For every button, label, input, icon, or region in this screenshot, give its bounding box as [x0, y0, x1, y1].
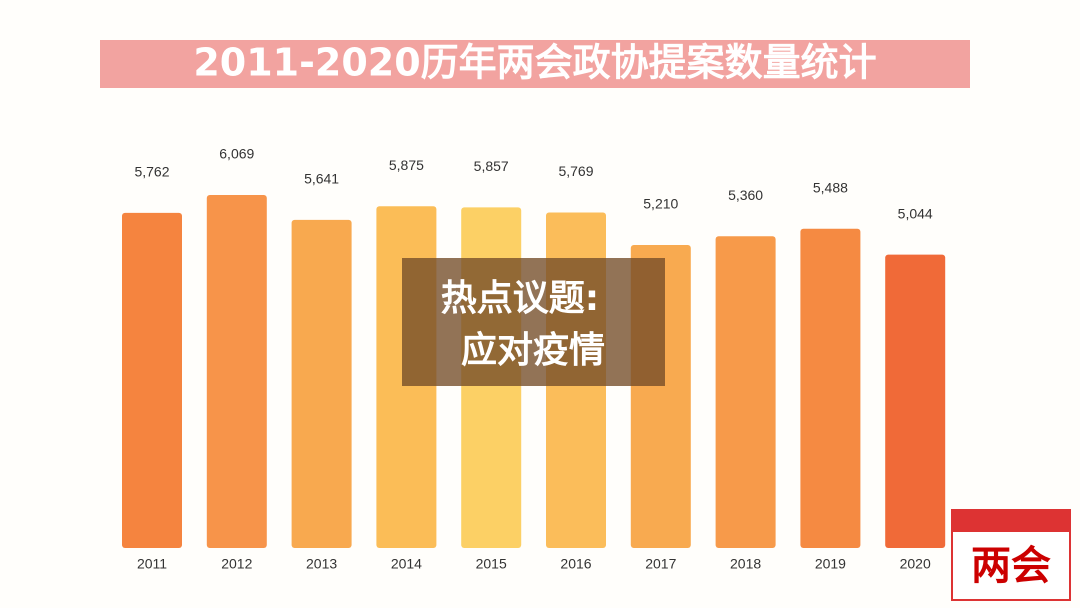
- value-label: 5,769: [558, 163, 593, 179]
- value-label: 5,762: [134, 164, 169, 180]
- watermark-bar: [952, 510, 1070, 532]
- value-label: 5,641: [304, 171, 339, 187]
- value-label: 5,875: [389, 157, 424, 173]
- value-label: 5,488: [813, 179, 848, 195]
- x-tick-label: 2013: [306, 556, 337, 572]
- x-tick-label: 2017: [645, 556, 676, 572]
- annotation-box: [402, 258, 665, 386]
- bar: [715, 236, 776, 548]
- bar: [885, 254, 946, 548]
- title-band: [100, 40, 970, 88]
- x-tick-label: 2019: [815, 556, 846, 572]
- x-tick-label: 2018: [730, 556, 761, 572]
- chart-title: 2011-2020历年两会政协提案数量统计: [193, 41, 876, 85]
- x-tick-label: 2016: [560, 556, 591, 572]
- bar: [122, 212, 182, 548]
- x-tick-label: 2011: [137, 556, 167, 572]
- value-label: 5,857: [474, 158, 509, 174]
- bar: [800, 228, 861, 549]
- annotation-line: 应对疫情: [461, 330, 605, 371]
- x-tick-label: 2020: [900, 556, 931, 572]
- value-label: 5,210: [643, 196, 678, 212]
- annotation-line: 热点议题:: [441, 278, 599, 319]
- watermark: 两会: [971, 543, 1051, 589]
- bar: [291, 219, 352, 548]
- value-label: 5,044: [898, 205, 933, 221]
- value-label: 5,360: [728, 187, 763, 203]
- value-label: 6,069: [219, 146, 254, 162]
- bar: [206, 195, 267, 548]
- x-tick-label: 2014: [391, 556, 422, 572]
- x-tick-label: 2012: [221, 556, 252, 572]
- x-tick-label: 2015: [476, 556, 507, 572]
